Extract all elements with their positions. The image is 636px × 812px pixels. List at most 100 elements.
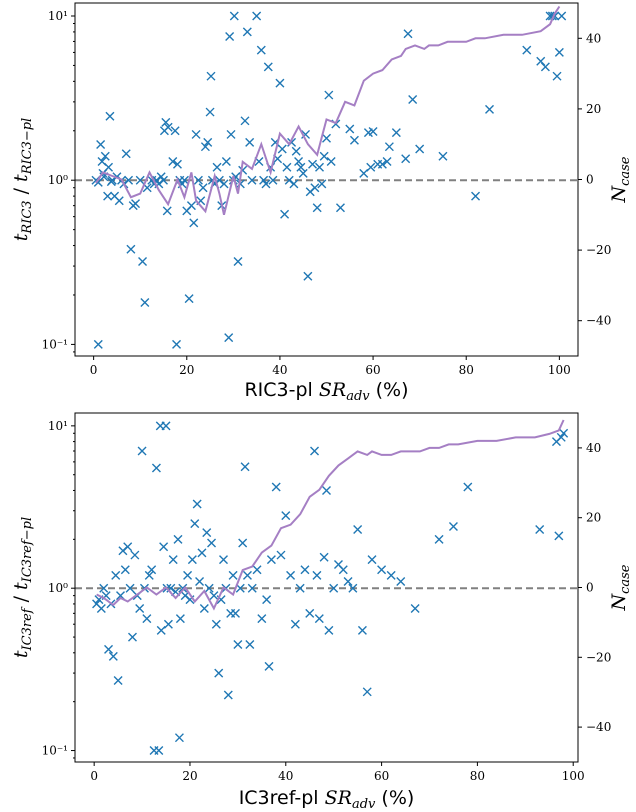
scatter-point: [240, 116, 250, 126]
scatter-point: [276, 550, 286, 560]
x-tick-label: 0: [90, 363, 98, 377]
scatter-point: [386, 570, 396, 580]
x-tick-label: 40: [272, 363, 287, 377]
y-axis-label-sub: RIC3: [20, 200, 35, 234]
scatter-point: [261, 179, 271, 189]
scatter-point: [192, 499, 202, 509]
scatter-point: [219, 555, 228, 565]
scatter-point: [103, 191, 113, 201]
scatter-point: [193, 175, 203, 185]
y-axis-label-sub-2: RIC3−pl: [20, 118, 35, 176]
scatter-point: [100, 151, 110, 161]
scatter-point: [324, 625, 334, 635]
scatter-point: [144, 570, 154, 580]
scatter-point: [252, 11, 262, 21]
scatter-point: [242, 570, 252, 580]
scatter-point: [127, 632, 137, 642]
scatter-point: [178, 583, 188, 593]
scatter-point: [240, 462, 250, 472]
scatter-point: [214, 668, 224, 678]
scatter-point: [206, 71, 216, 81]
scatter-point: [329, 583, 339, 593]
scatter-point: [219, 179, 229, 189]
scatter-point: [242, 27, 252, 37]
scatter-point: [93, 339, 103, 349]
scatter-point: [135, 603, 145, 613]
scatter-point: [471, 191, 481, 201]
scatter-point: [298, 168, 308, 178]
scatter-point: [322, 485, 331, 495]
scatter-point: [140, 297, 150, 307]
scatter-point: [170, 126, 180, 136]
scatter-point: [315, 162, 325, 172]
chart-top: 0 20 40 60 80 100 10⁻¹ 10⁰ 10¹ −40 −20 0 20 40 RIC3-pl…: [10, 2, 633, 404]
y2-axis-label: Ncase: [608, 564, 633, 611]
y-axis-label: tRIC3 / tRIC3−pl: [10, 118, 35, 241]
scatter-point: [233, 256, 243, 266]
scatter-point: [161, 421, 171, 431]
y-axis-label-slash: /: [10, 182, 32, 200]
chart-bottom: 0 20 40 60 80 100 10⁻¹ 10⁰ 10¹ −40 −20 0 20 40 IC3ref-…: [10, 412, 633, 812]
scatter-point: [382, 157, 392, 166]
y-axis-label-sub: IC3ref: [20, 606, 35, 651]
scatter-point: [245, 640, 255, 649]
y2-tick-label: 20: [586, 511, 601, 525]
y2-tick-label: 40: [586, 31, 601, 45]
scatter-point: [159, 542, 169, 552]
scatter-point: [290, 619, 300, 629]
scatter-point: [156, 625, 166, 635]
y-axis-label-main-2: t: [10, 174, 32, 182]
scatter-point: [366, 162, 376, 172]
y2-tick-label: 40: [586, 441, 601, 455]
scatter-point: [281, 511, 291, 521]
y-tick-label: 10⁻¹: [42, 744, 68, 758]
scatter-point: [202, 528, 212, 538]
x-tick-label: 60: [374, 769, 389, 783]
scatter-point: [403, 29, 413, 39]
scatter-point: [291, 146, 301, 156]
y-tick-label: 10⁰: [48, 173, 68, 187]
scatter-point: [172, 159, 182, 169]
scatter-point: [415, 144, 425, 154]
y2-tick-label: −20: [586, 650, 611, 664]
scatter-point: [263, 62, 273, 72]
scatter-point: [289, 179, 299, 189]
scatter-point: [233, 640, 243, 649]
scatter-point: [223, 690, 233, 700]
scatter-point: [172, 339, 182, 349]
scatter-point: [207, 538, 217, 548]
scatter-point: [257, 614, 267, 624]
scatter-point: [104, 162, 114, 172]
y-tick-label: 10¹: [48, 9, 68, 23]
scatter-point: [282, 162, 292, 172]
scatter-point: [96, 603, 106, 613]
scatter-point: [303, 271, 313, 281]
scatter-point: [212, 162, 222, 172]
y2-axis-label-main: N: [608, 185, 630, 204]
x-tick-label: 80: [459, 363, 474, 377]
x-axis-label-math: SR: [325, 787, 352, 809]
scatter-point: [305, 608, 315, 618]
scatter-point: [209, 591, 219, 601]
scatter-point: [396, 576, 406, 586]
scatter-point: [205, 107, 215, 117]
scatter-point: [438, 151, 448, 161]
scatter-point: [197, 548, 207, 558]
y2-tick-label: −40: [586, 720, 611, 734]
scatter-point: [221, 157, 231, 166]
scatter-point: [228, 570, 238, 580]
scatter-point: [262, 595, 272, 605]
scatter-point: [556, 432, 566, 442]
y2-tick-label: −20: [586, 243, 611, 257]
scatter-point: [123, 542, 133, 552]
scatter-point: [173, 534, 183, 544]
scatter-point: [345, 124, 355, 134]
scatter-point: [410, 603, 420, 613]
scatter-point: [326, 157, 336, 166]
y2-axis-label: Ncase: [608, 156, 633, 203]
scatter-point: [179, 175, 189, 185]
scatter-point: [187, 555, 197, 565]
y-tick-label: 10⁻¹: [42, 337, 68, 351]
scatter-point: [204, 583, 214, 593]
scatter-point: [247, 583, 257, 593]
